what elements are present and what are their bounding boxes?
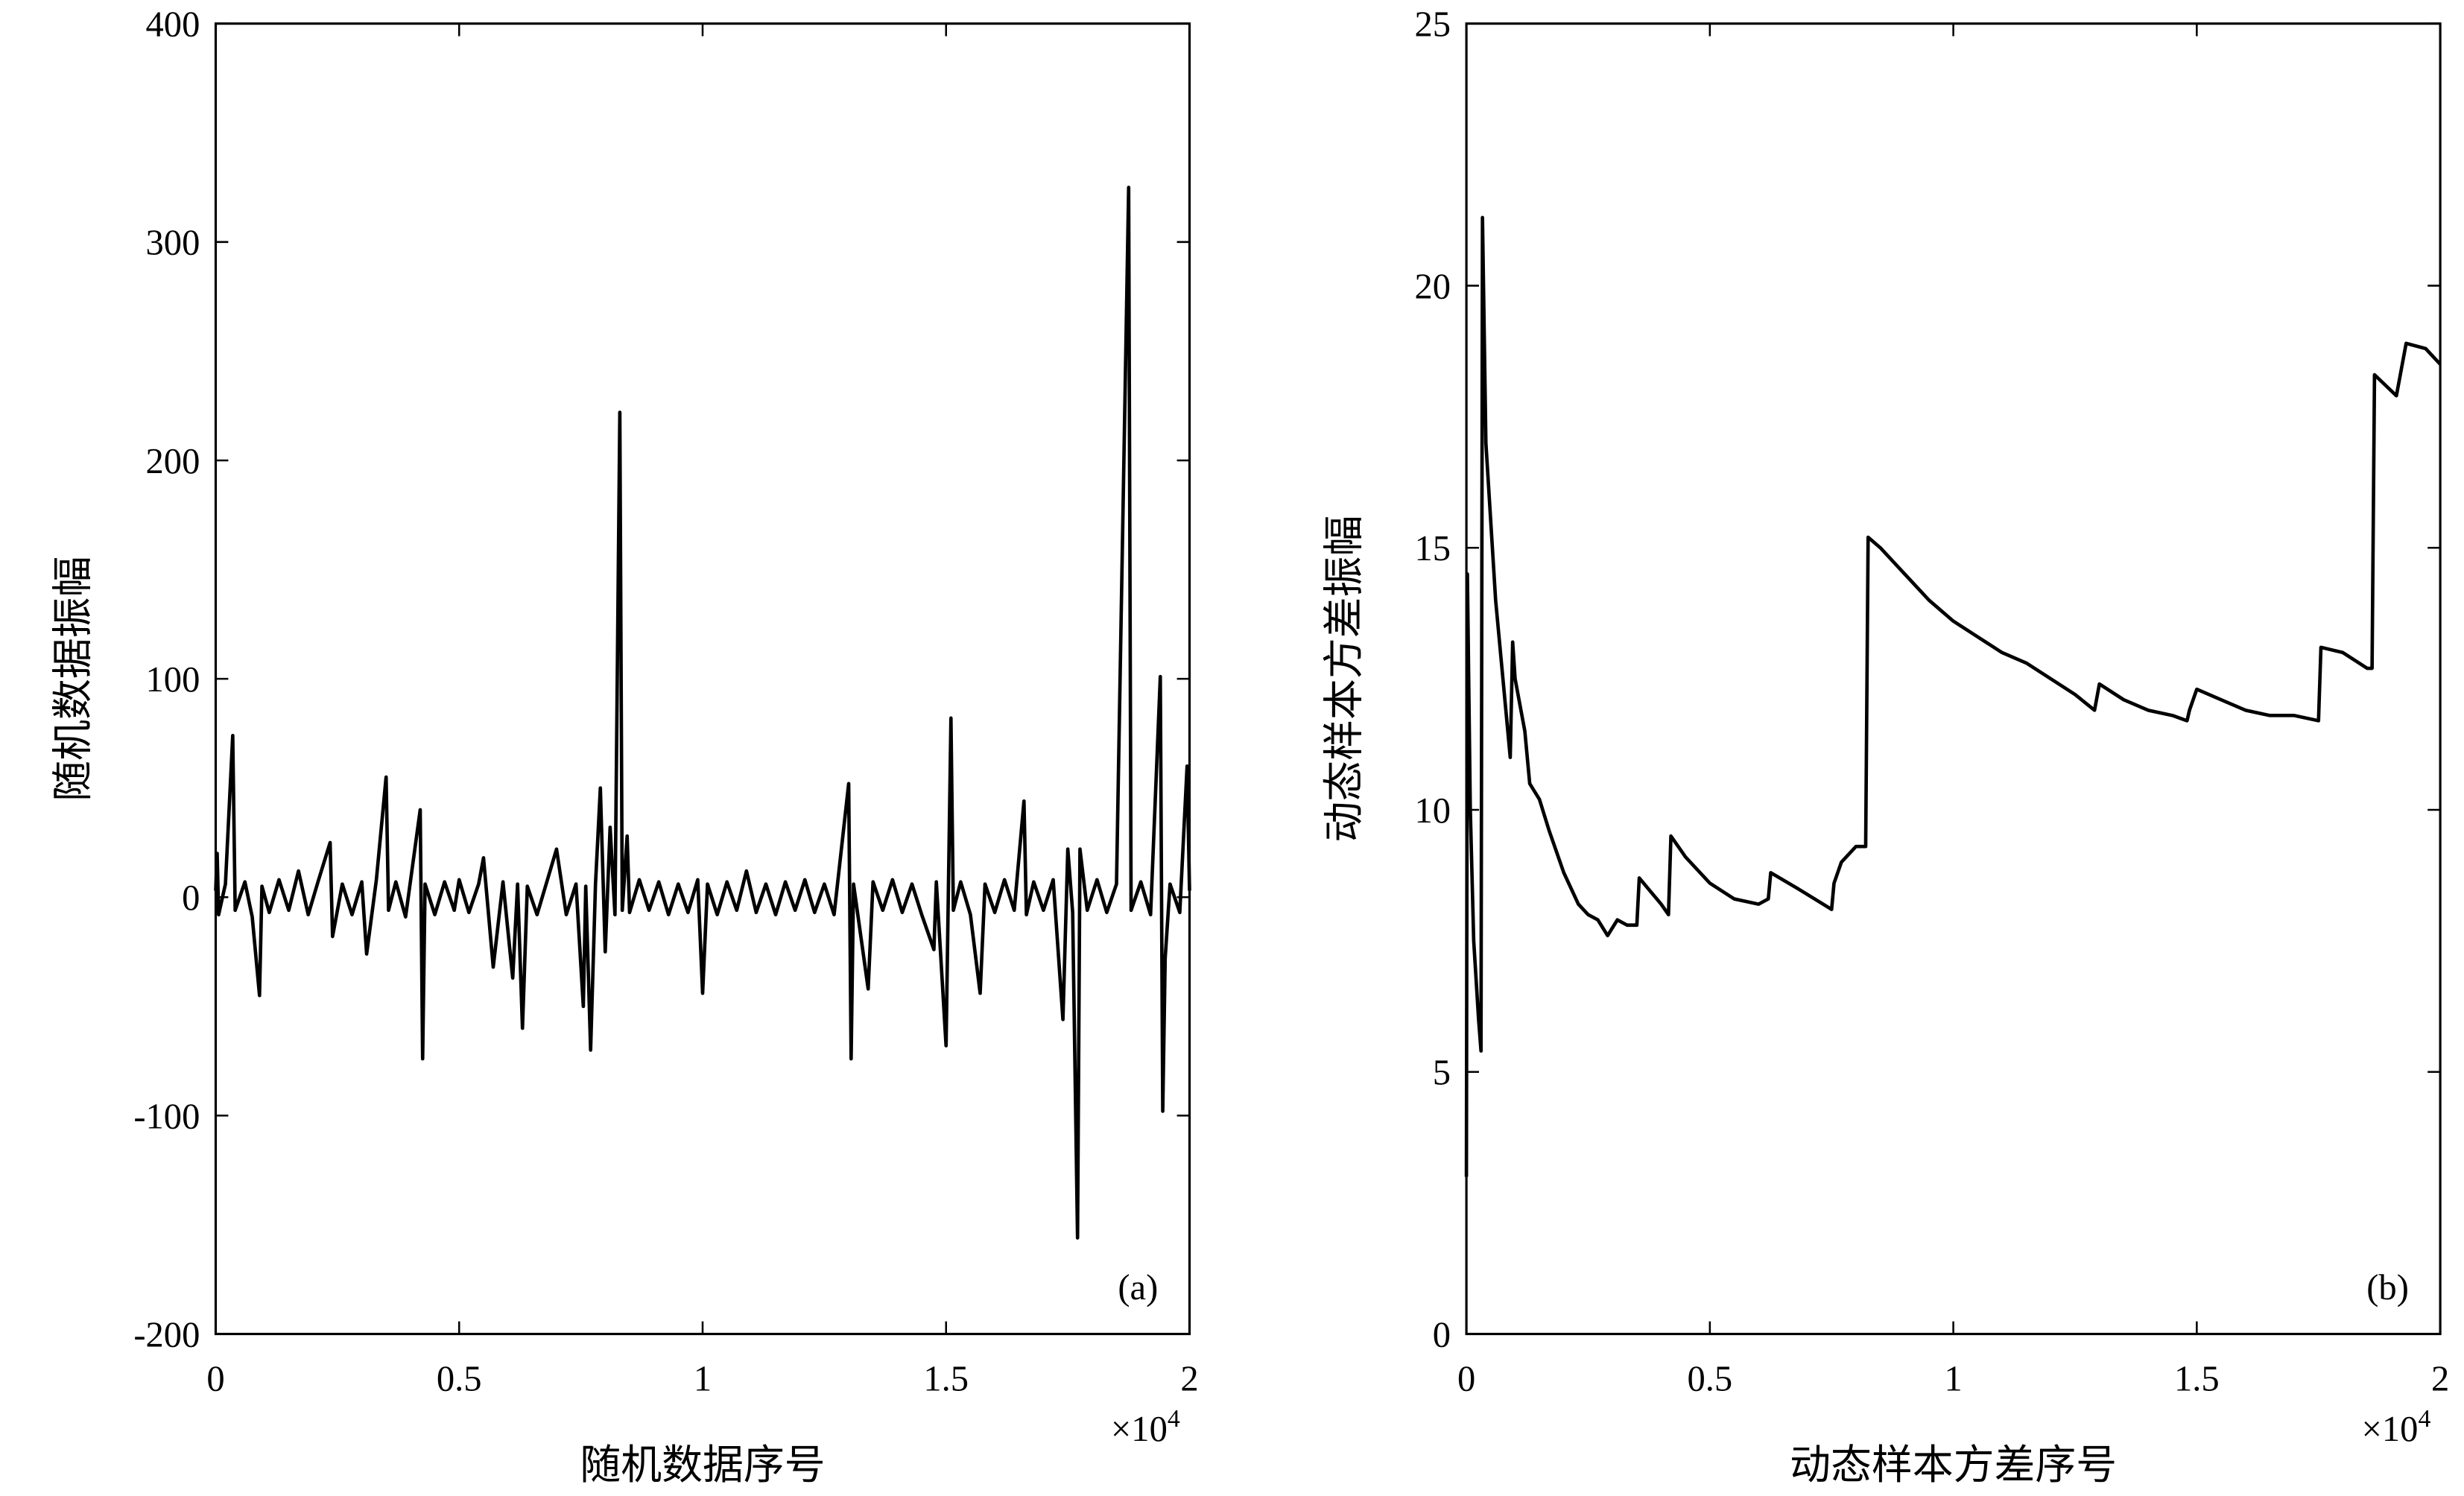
panel-label: (b): [2366, 1267, 2409, 1308]
x-tick-label: 1.5: [2174, 1359, 2220, 1399]
y-tick-label: 100: [146, 659, 200, 700]
x-multiplier-base: ×10: [2362, 1409, 2419, 1449]
y-tick-label: 25: [1414, 4, 1451, 45]
panel-label: (a): [1118, 1267, 1158, 1308]
y-tick-label: 200: [146, 441, 200, 481]
plot-frame: [214, 22, 1191, 1336]
x-tick-label: 1.5: [923, 1359, 969, 1399]
plot-frame: [1465, 22, 2442, 1336]
y-tick-label: 0: [1433, 1314, 1451, 1354]
y-tick-label: -200: [133, 1314, 200, 1354]
y-tick-label: -100: [133, 1096, 200, 1136]
data-line: [1464, 215, 2442, 1177]
x-multiplier: ×104: [1111, 1405, 1180, 1449]
y-tick-label: 300: [146, 223, 200, 263]
x-axis-label: 随机数据序号: [580, 1442, 825, 1488]
y-axis-label: 动态样本方差振幅: [1321, 516, 1366, 843]
y-tick-label: 400: [146, 4, 200, 45]
x-tick-label: 0: [206, 1359, 224, 1399]
x-multiplier-exponent: 4: [1168, 1405, 1180, 1433]
y-tick-label: 10: [1414, 790, 1451, 831]
y-tick-label: 0: [182, 878, 200, 918]
y-tick-label: 5: [1433, 1053, 1451, 1093]
x-multiplier-exponent: 4: [2418, 1405, 2430, 1433]
y-axis-label: 随机数据振幅: [50, 556, 95, 801]
y-tick-label: 20: [1414, 266, 1451, 306]
x-tick-label: 2: [2431, 1359, 2449, 1399]
x-tick-label: 1: [694, 1359, 712, 1399]
data-line: [214, 186, 1191, 1240]
x-tick-label: 1: [1944, 1359, 1962, 1399]
x-multiplier: ×104: [2362, 1405, 2431, 1449]
x-tick-label: 0.5: [437, 1359, 482, 1399]
y-tick-label: 15: [1414, 528, 1451, 568]
x-tick-label: 0.5: [1688, 1359, 1733, 1399]
x-tick-label: 2: [1180, 1359, 1198, 1399]
x-multiplier-base: ×10: [1111, 1409, 1168, 1449]
x-axis-label: 动态样本方差序号: [1790, 1442, 2117, 1488]
x-tick-label: 0: [1457, 1359, 1475, 1399]
